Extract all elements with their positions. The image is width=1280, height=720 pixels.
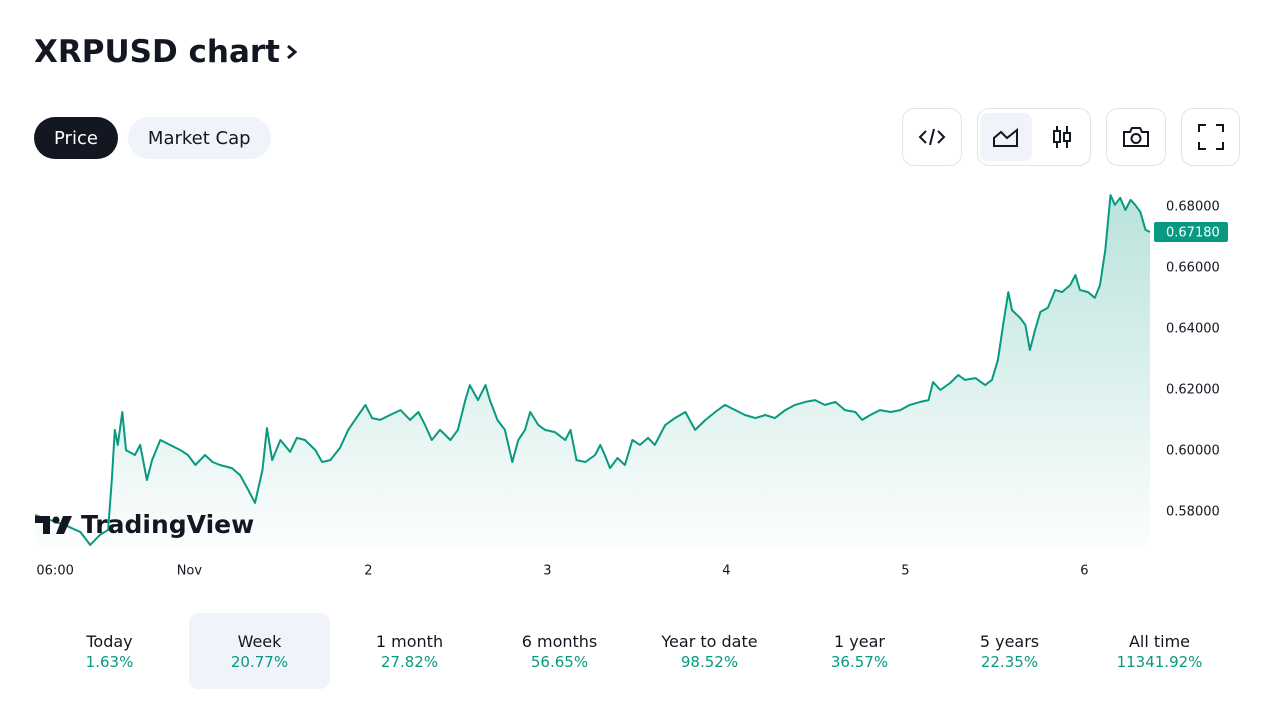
period-list: Today 1.63% Week 20.77% 1 month 27.82% 6 month… (39, 613, 1239, 689)
period-label: Week (237, 631, 282, 651)
period-change: 22.35% (980, 652, 1039, 671)
period[interactable]: All time 11341.92% (1089, 613, 1230, 689)
last-price-badge (1154, 221, 1228, 242)
fullscreen-icon (1197, 124, 1224, 150)
period-change: 20.77% (230, 652, 289, 671)
title[interactable]: XRPUSD chart (34, 34, 300, 70)
period-change: 56.65% (530, 652, 589, 671)
period-change: 98.52% (680, 652, 739, 671)
y-tick-label: 0.64000 (1166, 321, 1220, 336)
chart-style-toggle (977, 108, 1091, 166)
period-label: 5 years (979, 631, 1040, 651)
period[interactable]: Year to date 98.52% (639, 613, 780, 689)
y-tick-label: 0.58000 (1166, 505, 1220, 520)
fullscreen-button[interactable] (1181, 108, 1240, 166)
x-tick-label: 2 (364, 564, 372, 579)
tabs: Price Market Cap (34, 117, 271, 159)
period-label: 6 months (521, 631, 598, 651)
y-tick-label: 0.66000 (1166, 260, 1220, 275)
chevron-icon (287, 44, 298, 60)
x-tick-label: 6 (1080, 564, 1088, 579)
price-area (35, 195, 1150, 548)
period[interactable]: 6 months 56.65% (489, 613, 630, 689)
candle-style-button[interactable] (1036, 113, 1088, 161)
period[interactable]: 1 year 36.57% (789, 613, 930, 689)
price-line (34, 194, 1151, 546)
period[interactable]: Today 1.63% (39, 613, 180, 689)
watermark-logo (35, 515, 72, 534)
period[interactable]: 1 month 27.82% (339, 613, 480, 689)
embed-button[interactable] (902, 108, 962, 166)
watermark-text: TradingView (81, 510, 255, 539)
watermark: TradingView (35, 510, 254, 539)
area-icon (993, 127, 1018, 147)
snapshot-button[interactable] (1106, 108, 1166, 166)
period-label: 1 month (375, 631, 444, 651)
camera-icon (1123, 127, 1149, 147)
title-text: XRPUSD chart (34, 34, 280, 70)
candle-icon (1053, 126, 1071, 148)
x-tick-label: Nov (177, 564, 203, 579)
tab[interactable]: Price (34, 117, 118, 159)
period-change: 27.82% (380, 652, 439, 671)
x-tick-label: 4 (722, 564, 730, 579)
x-tick-label: 06:00 (36, 564, 73, 579)
period-label: 1 year (834, 631, 885, 651)
period-change: 1.63% (85, 652, 134, 671)
area-style-button[interactable] (980, 113, 1032, 161)
last-price-label: 0.67180 (1166, 225, 1220, 240)
tab[interactable]: Market Cap (127, 117, 271, 159)
period-change: 36.57% (830, 652, 889, 671)
y-tick-label: 0.62000 (1166, 382, 1220, 397)
x-tick-label: 5 (901, 564, 909, 579)
period[interactable]: 5 years 22.35% (939, 613, 1080, 689)
period-change: 11341.92% (1116, 652, 1203, 671)
period-label: Today (86, 631, 133, 651)
period-label: All time (1128, 631, 1191, 651)
period-label: Year to date (661, 631, 758, 651)
y-tick-label: 0.60000 (1166, 443, 1220, 458)
y-tick-label: 0.68000 (1166, 199, 1220, 214)
period[interactable]: Week 20.77% (189, 613, 330, 689)
code-icon (918, 128, 946, 146)
x-tick-label: 3 (543, 564, 551, 579)
